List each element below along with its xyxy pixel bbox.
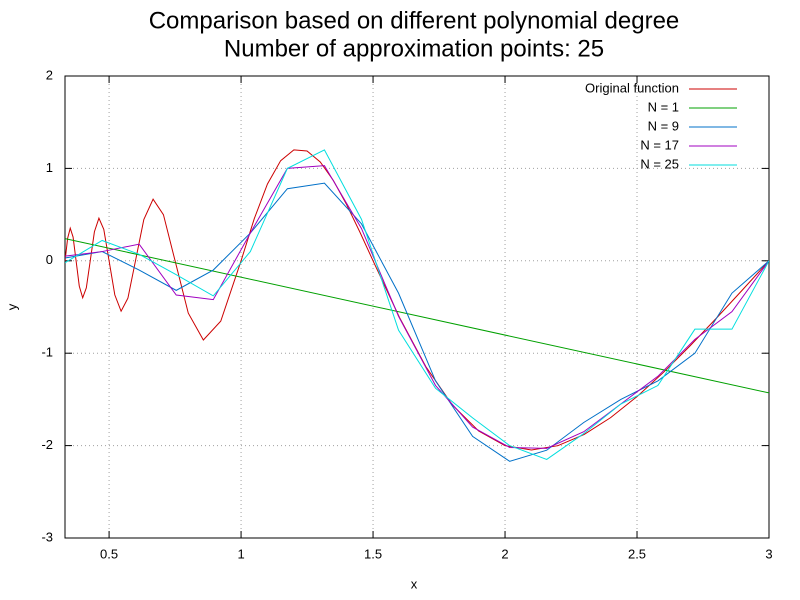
legend-label: N = 1 <box>648 99 679 114</box>
y-tick-label: -2 <box>41 437 53 452</box>
series-line <box>65 149 769 451</box>
x-tick-label: 1.5 <box>364 546 382 561</box>
chart-subtitle: Number of approximation points: 25 <box>224 35 604 62</box>
legend-label: Original function <box>585 80 679 95</box>
chart-title: Comparison based on different polynomial… <box>149 7 680 34</box>
x-tick-label: 2 <box>501 546 508 561</box>
y-tick-label: 0 <box>46 252 53 267</box>
plot-frame <box>64 75 770 539</box>
x-tick-label: 1 <box>237 546 244 561</box>
legend-label: N = 9 <box>648 118 679 133</box>
legend-label: N = 25 <box>640 156 679 171</box>
series-line <box>65 165 769 449</box>
series-line <box>65 238 769 394</box>
y-tick-label: 1 <box>46 160 53 175</box>
x-axis-label: x <box>411 576 418 591</box>
x-tick-label: 2.5 <box>628 546 646 561</box>
y-tick-label: -1 <box>41 345 53 360</box>
legend-label: N = 17 <box>640 137 679 152</box>
x-tick-label: 0.5 <box>100 546 118 561</box>
x-tick-label: 3 <box>765 546 772 561</box>
series-line <box>65 149 769 461</box>
y-tick-label: -3 <box>41 529 53 544</box>
y-axis-label: y <box>4 303 19 310</box>
series-line <box>65 182 769 462</box>
y-tick-label: 2 <box>46 67 53 82</box>
